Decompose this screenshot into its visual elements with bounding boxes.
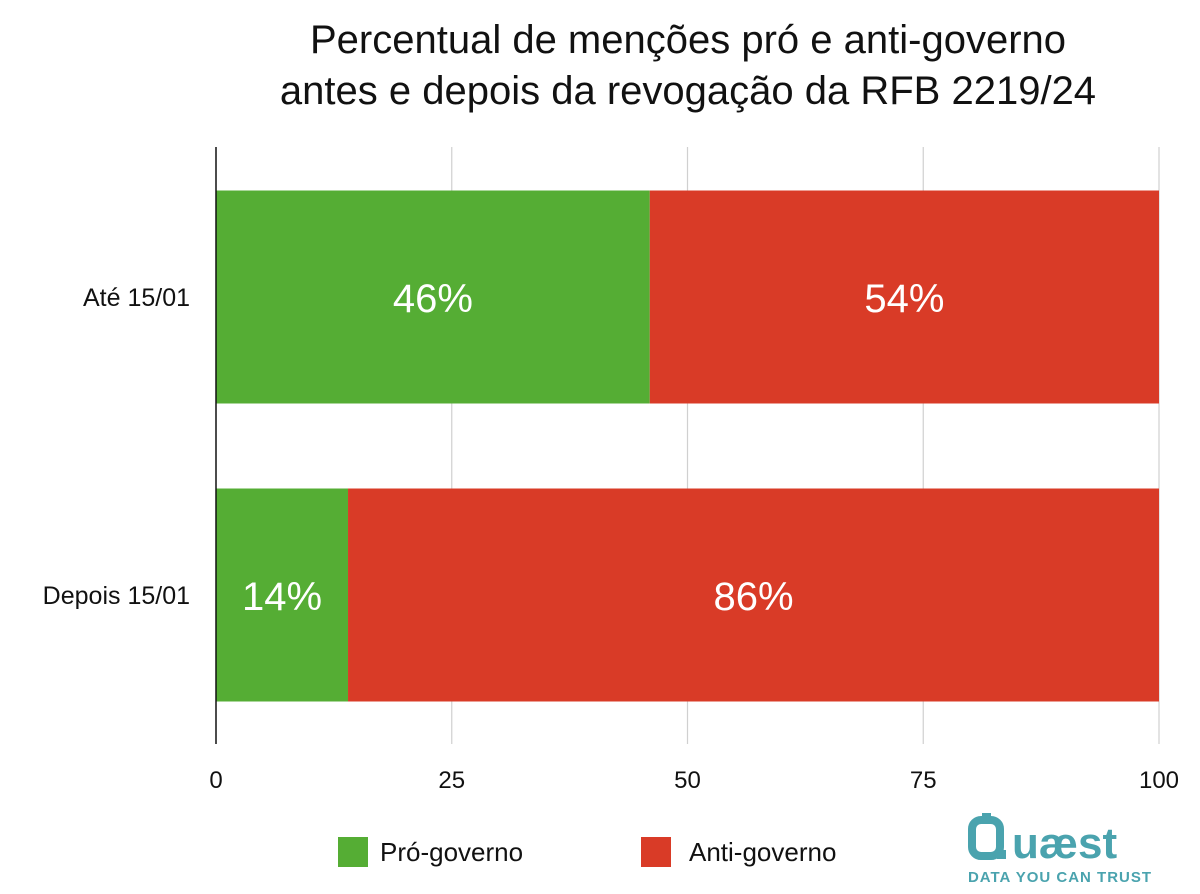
category-label: Depois 15/01 — [43, 582, 190, 610]
data-label: 54% — [864, 277, 944, 321]
legend-swatch — [641, 837, 671, 867]
bars — [216, 190, 1159, 702]
axis: 0 25 50 75 100 Até 15/01 Depois 15/01 — [43, 147, 1179, 794]
chart-title-line-2: antes e depois da revogação da RFB 2219/… — [280, 69, 1096, 113]
x-tick-label: 25 — [438, 767, 465, 794]
chart-title-line-1: Percentual de menções pró e anti-governo — [310, 18, 1066, 62]
logo-tagline: DATA YOU CAN TRUST — [968, 869, 1152, 886]
data-label: 86% — [713, 575, 793, 619]
category-label: Até 15/01 — [83, 284, 190, 312]
legend-label: Pró-governo — [380, 837, 523, 867]
bar-pro-governo — [216, 488, 349, 702]
x-tick-label: 0 — [209, 767, 222, 794]
x-tick-label: 75 — [910, 767, 937, 794]
logo-wordmark: uæst — [1012, 819, 1117, 868]
bar-anti-governo — [649, 190, 1159, 404]
logo-q-icon — [968, 813, 1006, 860]
bar-anti-governo — [348, 488, 1159, 702]
quaest-logo: uæst DATA YOU CAN TRUST — [968, 813, 1152, 886]
data-label: 14% — [242, 575, 322, 619]
bar-labels: 46% 54% 14% 86% — [242, 277, 944, 619]
chart-title: Percentual de menções pró e anti-governo… — [280, 18, 1096, 113]
legend-swatch — [338, 837, 368, 867]
legend-label: Anti-governo — [689, 837, 836, 867]
x-tick-label: 100 — [1139, 767, 1179, 794]
data-label: 46% — [393, 277, 473, 321]
bar-pro-governo — [216, 190, 650, 404]
legend: Pró-governo Anti-governo — [338, 837, 836, 867]
x-tick-label: 50 — [674, 767, 701, 794]
